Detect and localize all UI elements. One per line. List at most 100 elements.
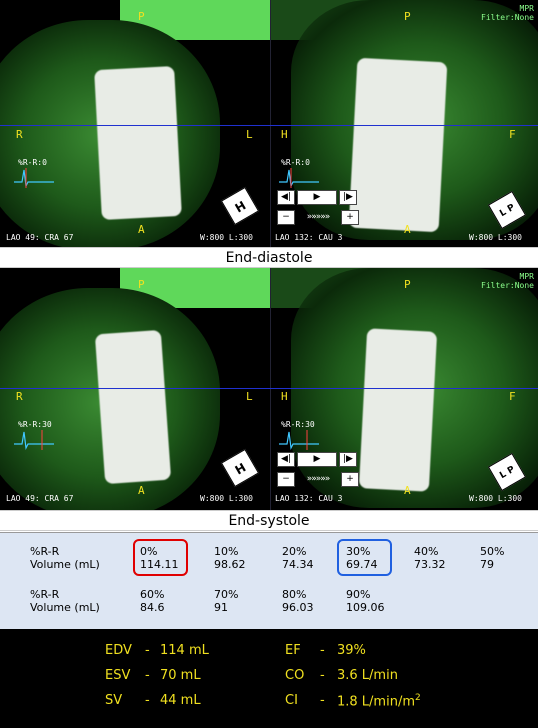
esv-value: 70 mL bbox=[160, 668, 201, 683]
phase-pct: 20% bbox=[282, 545, 307, 558]
orientation-bottom: A bbox=[138, 223, 145, 236]
ecg-label: %R-R:0 bbox=[18, 158, 47, 167]
co-label: CO bbox=[285, 668, 305, 683]
ef-value: 39% bbox=[337, 643, 366, 658]
scan-line[interactable] bbox=[0, 388, 538, 389]
ci-unit-exponent: 2 bbox=[415, 693, 421, 703]
window-level: W:800 L:300 bbox=[469, 233, 522, 242]
edv-value: 114 mL bbox=[160, 643, 209, 658]
phase-cell[interactable]: 40% 73.32 bbox=[414, 545, 446, 571]
ecg-trace-icon bbox=[14, 430, 54, 450]
speed-plus-button[interactable]: + bbox=[341, 472, 359, 487]
speed-minus-button[interactable]: − bbox=[277, 472, 295, 487]
viewport-left-diastole[interactable]: P A R L %R-R:0 H LAO 49: CRA 67 W:800 L:… bbox=[0, 0, 270, 247]
phase-pct: 70% bbox=[214, 588, 239, 601]
phase-cell[interactable]: 90% 109.06 bbox=[346, 588, 385, 614]
phase-pct: 40% bbox=[414, 545, 439, 558]
phase-cell[interactable]: 80% 96.03 bbox=[282, 588, 314, 614]
playback-controls: ◀| ▶ |▶ bbox=[277, 190, 357, 205]
phase-volume: 79 bbox=[480, 558, 494, 571]
separator: - bbox=[145, 668, 150, 683]
systole-highlight bbox=[337, 539, 392, 576]
orientation-right: L bbox=[246, 390, 253, 403]
phase-cell[interactable]: 50% 79 bbox=[480, 545, 504, 571]
orientation-top: P bbox=[404, 278, 411, 291]
phase-pct: 80% bbox=[282, 588, 307, 601]
orientation-right: F bbox=[509, 128, 516, 141]
view-angle: LAO 132: CAU 3 bbox=[275, 233, 343, 242]
ci-label: CI bbox=[285, 693, 298, 708]
viewport-left-systole[interactable]: P A R L %R-R:30 H LAO 49: CRA 67 W:800 L… bbox=[0, 268, 270, 515]
step-forward-button[interactable]: |▶ bbox=[339, 190, 357, 205]
phase-pct: 90% bbox=[346, 588, 371, 601]
scan-line[interactable] bbox=[0, 125, 538, 126]
phase-pct: 60% bbox=[140, 588, 165, 601]
phase-cell[interactable]: 30% 69.74 bbox=[346, 545, 378, 571]
ecg-label: %R-R:0 bbox=[281, 158, 310, 167]
phase-volume: 69.74 bbox=[346, 558, 378, 571]
orientation-cube-icon[interactable]: H bbox=[220, 186, 260, 226]
phase-volume: 73.32 bbox=[414, 558, 446, 571]
viewport-divider bbox=[270, 268, 271, 515]
window-level: W:800 L:300 bbox=[200, 494, 253, 503]
play-button[interactable]: ▶ bbox=[297, 452, 337, 467]
ecg-trace-icon bbox=[279, 430, 319, 450]
panel-row-systole: P A R L %R-R:30 H LAO 49: CRA 67 W:800 L… bbox=[0, 268, 538, 515]
esv-label: ESV bbox=[105, 668, 131, 683]
separator: - bbox=[320, 668, 325, 683]
orientation-top: P bbox=[138, 278, 145, 291]
mode-label: MPR bbox=[519, 272, 534, 281]
phase-cell[interactable]: 60% 84.6 bbox=[140, 588, 165, 614]
viewport-right-diastole[interactable]: MPR Filter:None P A H F %R-R:0 ◀| ▶ |▶ −… bbox=[271, 0, 538, 247]
diastole-highlight bbox=[133, 539, 188, 576]
row-label-pct: %R-R bbox=[30, 588, 60, 601]
speed-minus-button[interactable]: − bbox=[277, 210, 295, 225]
blood-pool bbox=[94, 66, 182, 220]
play-button[interactable]: ▶ bbox=[297, 190, 337, 205]
mode-label: MPR bbox=[519, 4, 534, 13]
orientation-bottom: A bbox=[138, 484, 145, 497]
phase-cell[interactable]: 10% 98.62 bbox=[214, 545, 246, 571]
ci-value: 1.8 L/min/m bbox=[337, 694, 415, 710]
co-value: 3.6 L/min bbox=[337, 668, 398, 683]
speed-controls: − »»»»» + bbox=[277, 210, 359, 225]
filter-label: Filter:None bbox=[481, 13, 534, 22]
phase-volume: 109.06 bbox=[346, 601, 385, 614]
separator: - bbox=[145, 693, 150, 708]
sv-label: SV bbox=[105, 693, 123, 708]
speed-controls: − »»»»» + bbox=[277, 472, 359, 487]
viewport-right-systole[interactable]: MPR Filter:None P A H F %R-R:30 ◀| ▶ |▶ … bbox=[271, 268, 538, 515]
phase-volume: 84.6 bbox=[140, 601, 165, 614]
row-label-volume: Volume (mL) bbox=[30, 601, 100, 614]
phase-caption: End-diastole bbox=[0, 247, 538, 268]
view-angle: LAO 49: CRA 67 bbox=[6, 494, 74, 503]
speed-plus-button[interactable]: + bbox=[341, 210, 359, 225]
separator: - bbox=[145, 643, 150, 658]
phase-pct: 10% bbox=[214, 545, 239, 558]
orientation-left: H bbox=[281, 390, 288, 403]
row-label-pct: %R-R bbox=[30, 545, 60, 558]
ecg-label: %R-R:30 bbox=[281, 420, 315, 429]
phase-cell[interactable]: 20% 74.34 bbox=[282, 545, 314, 571]
ef-label: EF bbox=[285, 643, 301, 658]
step-forward-button[interactable]: |▶ bbox=[339, 452, 357, 467]
ci-value-group: 1.8 L/min/m2 bbox=[337, 693, 421, 709]
playback-controls: ◀| ▶ |▶ bbox=[277, 452, 357, 467]
row-label-volume: Volume (mL) bbox=[30, 558, 100, 571]
orientation-left: H bbox=[281, 128, 288, 141]
orientation-cube-icon[interactable]: H bbox=[220, 448, 260, 488]
blood-pool bbox=[348, 57, 448, 233]
speed-indicator: »»»»» bbox=[306, 212, 331, 222]
sv-value: 44 mL bbox=[160, 693, 201, 708]
orientation-bottom: A bbox=[404, 223, 411, 236]
filter-label: Filter:None bbox=[481, 281, 534, 290]
phase-cell[interactable]: 0% 114.11 bbox=[140, 545, 179, 571]
step-back-button[interactable]: ◀| bbox=[277, 190, 295, 205]
step-back-button[interactable]: ◀| bbox=[277, 452, 295, 467]
phase-cell[interactable]: 70% 91 bbox=[214, 588, 238, 614]
orientation-top: P bbox=[404, 10, 411, 23]
blood-pool bbox=[94, 329, 172, 485]
ecg-trace-icon bbox=[14, 168, 54, 188]
phase-caption: End-systole bbox=[0, 510, 538, 531]
window-level: W:800 L:300 bbox=[469, 494, 522, 503]
